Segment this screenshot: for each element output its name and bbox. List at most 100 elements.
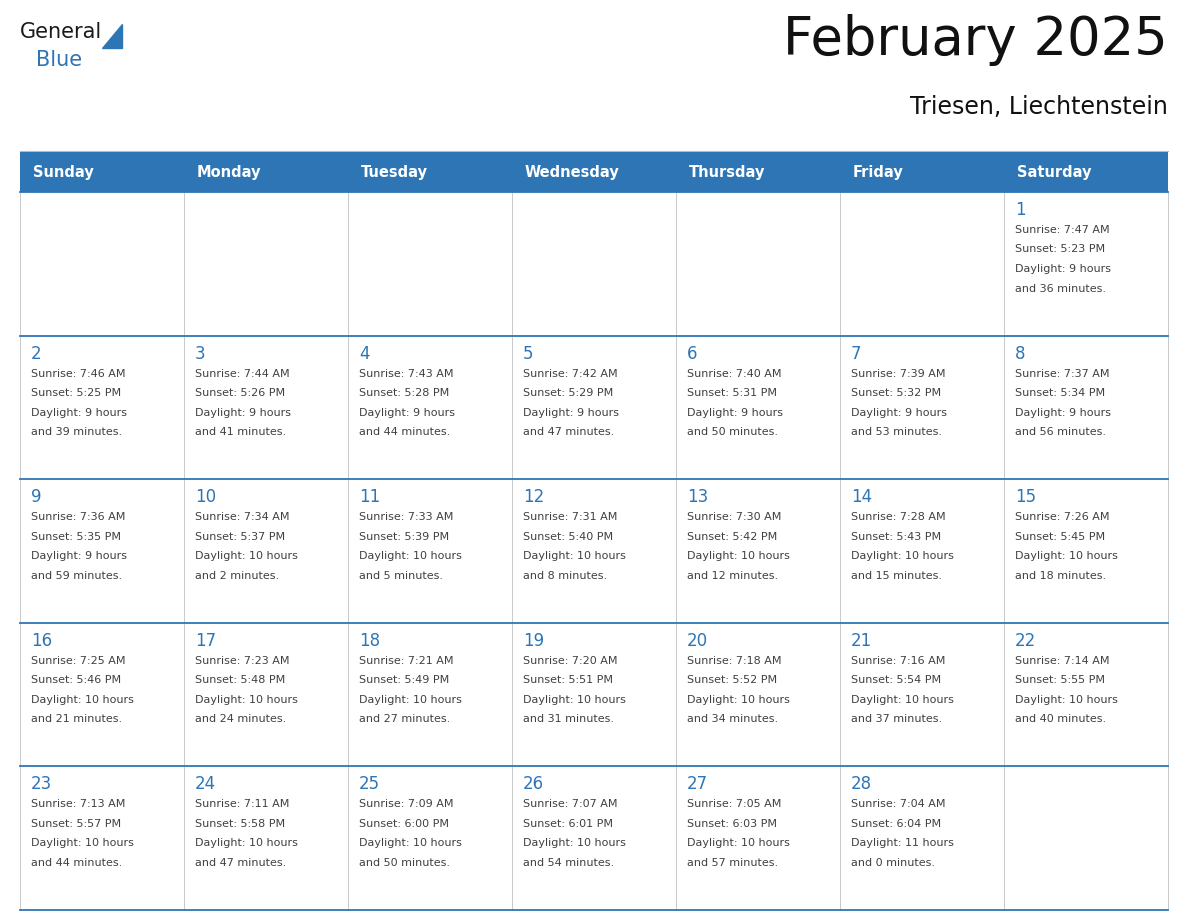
Text: and 40 minutes.: and 40 minutes.	[1015, 714, 1106, 724]
Text: 14: 14	[851, 488, 872, 506]
Text: and 59 minutes.: and 59 minutes.	[31, 571, 122, 581]
Text: and 47 minutes.: and 47 minutes.	[195, 858, 286, 868]
Text: Sunrise: 7:40 AM: Sunrise: 7:40 AM	[687, 369, 782, 378]
Text: and 0 minutes.: and 0 minutes.	[851, 858, 935, 868]
Text: and 18 minutes.: and 18 minutes.	[1015, 571, 1106, 581]
Text: Sunset: 6:00 PM: Sunset: 6:00 PM	[359, 819, 449, 829]
Text: Sunrise: 7:13 AM: Sunrise: 7:13 AM	[31, 800, 126, 810]
Text: Daylight: 9 hours: Daylight: 9 hours	[851, 408, 947, 418]
Text: and 31 minutes.: and 31 minutes.	[523, 714, 614, 724]
Text: Sunset: 5:28 PM: Sunset: 5:28 PM	[359, 388, 449, 398]
Text: Daylight: 10 hours: Daylight: 10 hours	[523, 838, 626, 848]
Text: Sunday: Sunday	[33, 164, 94, 180]
Text: Saturday: Saturday	[1017, 164, 1092, 180]
Text: 16: 16	[31, 632, 52, 650]
Text: Daylight: 9 hours: Daylight: 9 hours	[31, 408, 127, 418]
Text: Sunset: 6:01 PM: Sunset: 6:01 PM	[523, 819, 613, 829]
Text: Daylight: 10 hours: Daylight: 10 hours	[523, 695, 626, 705]
Text: February 2025: February 2025	[783, 14, 1168, 66]
Text: General: General	[20, 22, 102, 42]
Text: and 5 minutes.: and 5 minutes.	[359, 571, 443, 581]
Text: Sunrise: 7:04 AM: Sunrise: 7:04 AM	[851, 800, 946, 810]
Text: and 15 minutes.: and 15 minutes.	[851, 571, 942, 581]
Text: Sunrise: 7:07 AM: Sunrise: 7:07 AM	[523, 800, 618, 810]
Text: Sunset: 5:31 PM: Sunset: 5:31 PM	[687, 388, 777, 398]
Text: and 8 minutes.: and 8 minutes.	[523, 571, 607, 581]
Text: Sunset: 5:51 PM: Sunset: 5:51 PM	[523, 676, 613, 686]
Text: Daylight: 10 hours: Daylight: 10 hours	[1015, 551, 1118, 561]
Text: Daylight: 10 hours: Daylight: 10 hours	[687, 695, 790, 705]
Text: Sunrise: 7:39 AM: Sunrise: 7:39 AM	[851, 369, 946, 378]
Text: Sunrise: 7:20 AM: Sunrise: 7:20 AM	[523, 655, 618, 666]
Text: Sunrise: 7:33 AM: Sunrise: 7:33 AM	[359, 512, 454, 522]
Text: Sunrise: 7:43 AM: Sunrise: 7:43 AM	[359, 369, 454, 378]
Text: Thursday: Thursday	[689, 164, 765, 180]
Text: Daylight: 10 hours: Daylight: 10 hours	[687, 838, 790, 848]
Text: Blue: Blue	[36, 50, 82, 70]
Text: Sunset: 5:35 PM: Sunset: 5:35 PM	[31, 532, 121, 542]
Text: 15: 15	[1015, 488, 1036, 506]
Text: Sunrise: 7:42 AM: Sunrise: 7:42 AM	[523, 369, 618, 378]
Text: 25: 25	[359, 776, 380, 793]
Text: and 44 minutes.: and 44 minutes.	[359, 427, 450, 437]
Text: Daylight: 11 hours: Daylight: 11 hours	[851, 838, 954, 848]
Text: 9: 9	[31, 488, 42, 506]
Text: 27: 27	[687, 776, 708, 793]
Text: Sunrise: 7:23 AM: Sunrise: 7:23 AM	[195, 655, 290, 666]
Text: 11: 11	[359, 488, 380, 506]
Text: Daylight: 9 hours: Daylight: 9 hours	[359, 408, 455, 418]
Text: Sunset: 5:32 PM: Sunset: 5:32 PM	[851, 388, 941, 398]
Text: and 34 minutes.: and 34 minutes.	[687, 714, 778, 724]
Text: Sunrise: 7:25 AM: Sunrise: 7:25 AM	[31, 655, 126, 666]
Text: Daylight: 10 hours: Daylight: 10 hours	[195, 551, 298, 561]
Text: Sunrise: 7:21 AM: Sunrise: 7:21 AM	[359, 655, 454, 666]
Text: Sunset: 5:52 PM: Sunset: 5:52 PM	[687, 676, 777, 686]
Text: Sunrise: 7:47 AM: Sunrise: 7:47 AM	[1015, 225, 1110, 235]
Text: Sunset: 5:40 PM: Sunset: 5:40 PM	[523, 532, 613, 542]
Text: Sunset: 5:34 PM: Sunset: 5:34 PM	[1015, 388, 1105, 398]
Text: and 57 minutes.: and 57 minutes.	[687, 858, 778, 868]
Text: Daylight: 9 hours: Daylight: 9 hours	[195, 408, 291, 418]
Text: Daylight: 10 hours: Daylight: 10 hours	[687, 551, 790, 561]
Text: and 47 minutes.: and 47 minutes.	[523, 427, 614, 437]
Text: Daylight: 9 hours: Daylight: 9 hours	[523, 408, 619, 418]
Text: Daylight: 10 hours: Daylight: 10 hours	[359, 695, 462, 705]
Text: 17: 17	[195, 632, 216, 650]
Text: 24: 24	[195, 776, 216, 793]
Text: 23: 23	[31, 776, 52, 793]
Text: and 44 minutes.: and 44 minutes.	[31, 858, 122, 868]
Text: Sunset: 5:43 PM: Sunset: 5:43 PM	[851, 532, 941, 542]
Text: and 54 minutes.: and 54 minutes.	[523, 858, 614, 868]
Text: 12: 12	[523, 488, 544, 506]
Text: Daylight: 10 hours: Daylight: 10 hours	[359, 838, 462, 848]
Bar	[20, 152, 1168, 192]
Text: 5: 5	[523, 344, 533, 363]
Text: Sunrise: 7:28 AM: Sunrise: 7:28 AM	[851, 512, 946, 522]
Text: Friday: Friday	[853, 164, 904, 180]
Text: 22: 22	[1015, 632, 1036, 650]
Text: Daylight: 10 hours: Daylight: 10 hours	[1015, 695, 1118, 705]
Text: 13: 13	[687, 488, 708, 506]
Text: Sunrise: 7:46 AM: Sunrise: 7:46 AM	[31, 369, 126, 378]
Text: Sunrise: 7:16 AM: Sunrise: 7:16 AM	[851, 655, 946, 666]
Text: 6: 6	[687, 344, 697, 363]
Text: Sunset: 5:46 PM: Sunset: 5:46 PM	[31, 676, 121, 686]
Text: 28: 28	[851, 776, 872, 793]
Text: Sunset: 5:54 PM: Sunset: 5:54 PM	[851, 676, 941, 686]
Text: Daylight: 10 hours: Daylight: 10 hours	[359, 551, 462, 561]
Text: Sunrise: 7:31 AM: Sunrise: 7:31 AM	[523, 512, 618, 522]
Text: Sunset: 5:55 PM: Sunset: 5:55 PM	[1015, 676, 1105, 686]
Text: Daylight: 10 hours: Daylight: 10 hours	[195, 838, 298, 848]
Text: Daylight: 10 hours: Daylight: 10 hours	[523, 551, 626, 561]
Text: and 37 minutes.: and 37 minutes.	[851, 714, 942, 724]
Text: and 41 minutes.: and 41 minutes.	[195, 427, 286, 437]
Text: Wednesday: Wednesday	[525, 164, 620, 180]
Text: Sunset: 5:37 PM: Sunset: 5:37 PM	[195, 532, 285, 542]
Text: Sunrise: 7:18 AM: Sunrise: 7:18 AM	[687, 655, 782, 666]
Text: and 36 minutes.: and 36 minutes.	[1015, 284, 1106, 294]
Text: 26: 26	[523, 776, 544, 793]
Text: and 12 minutes.: and 12 minutes.	[687, 571, 778, 581]
Text: Sunset: 5:29 PM: Sunset: 5:29 PM	[523, 388, 613, 398]
Text: Sunrise: 7:11 AM: Sunrise: 7:11 AM	[195, 800, 290, 810]
Text: and 50 minutes.: and 50 minutes.	[687, 427, 778, 437]
